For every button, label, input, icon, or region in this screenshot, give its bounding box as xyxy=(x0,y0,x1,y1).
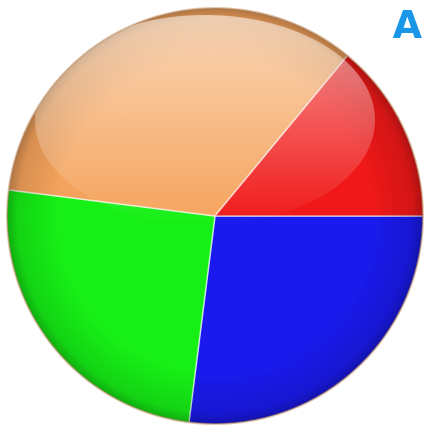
pie-rim xyxy=(6,7,424,425)
panel-label: A xyxy=(392,3,422,47)
gloss-overlay xyxy=(7,8,423,424)
